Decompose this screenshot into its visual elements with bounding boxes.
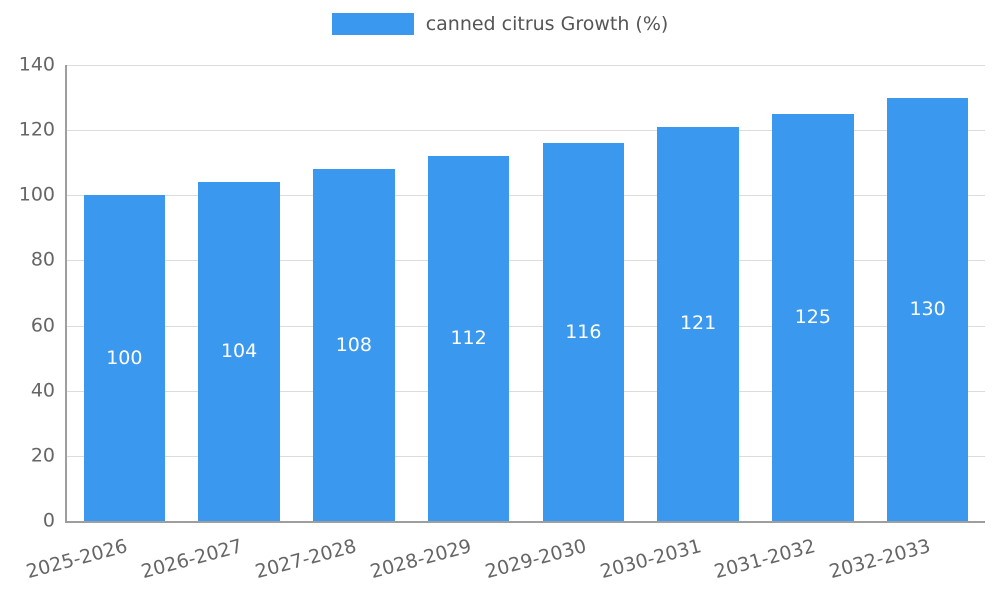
y-tick-label: 120 [18,118,55,141]
bar-value-label: 130 [909,297,946,320]
gridline [67,130,985,132]
chart-legend[interactable]: canned citrus Growth (%) [0,13,1000,36]
bar[interactable]: 108 [313,169,395,521]
bar-value-label: 121 [679,312,717,335]
bar[interactable]: 125 [772,113,854,521]
bar-value-label: 112 [450,327,487,350]
bar[interactable]: 100 [83,195,166,521]
y-tick-label: 140 [18,53,55,76]
x-tick-label: 2032-2033 [827,535,933,584]
bar-value-label: 100 [106,346,143,369]
y-tick-label: 0 [42,509,55,532]
y-tick-label: 80 [30,248,55,271]
y-tick-label: 40 [30,379,55,402]
y-tick-label: 100 [18,183,55,206]
x-tick-label: 2030-2031 [597,535,704,584]
bar-value-label: 104 [220,340,258,363]
x-tick-label: 2027-2028 [253,535,360,584]
x-tick-label: 2031-2032 [712,535,819,584]
x-tick-label: 2029-2030 [482,535,589,584]
bar[interactable]: 121 [657,126,739,521]
bar-value-label: 125 [794,305,831,328]
legend-swatch [331,13,414,36]
legend-label: canned citrus Growth (%) [425,13,669,35]
gridline [67,260,985,262]
bar[interactable]: 112 [427,156,510,521]
bar-value-label: 108 [335,333,372,356]
y-tick-label: 60 [30,314,55,337]
x-tick-label: 2026-2027 [138,535,245,584]
bar[interactable]: 104 [198,182,280,521]
gridline [67,325,985,327]
y-tick-label: 20 [30,444,55,467]
gridline [67,195,985,197]
gridline [67,390,985,392]
x-axis: 2025-2026 2026-2027 2027-2028 2028-2029 2029… [24,527,985,597]
x-tick-label: 2025-2026 [23,535,130,584]
bar-value-label: 116 [565,320,602,343]
gridline [67,455,985,457]
bar[interactable]: 130 [886,97,969,521]
bar[interactable]: 116 [542,143,625,521]
gridline [67,65,985,66]
plot-area: 0 20 40 60 80 100 120 140 100 104 108 112 116 121 125 1… [19,55,985,530]
x-tick-label: 2028-2029 [368,535,474,584]
